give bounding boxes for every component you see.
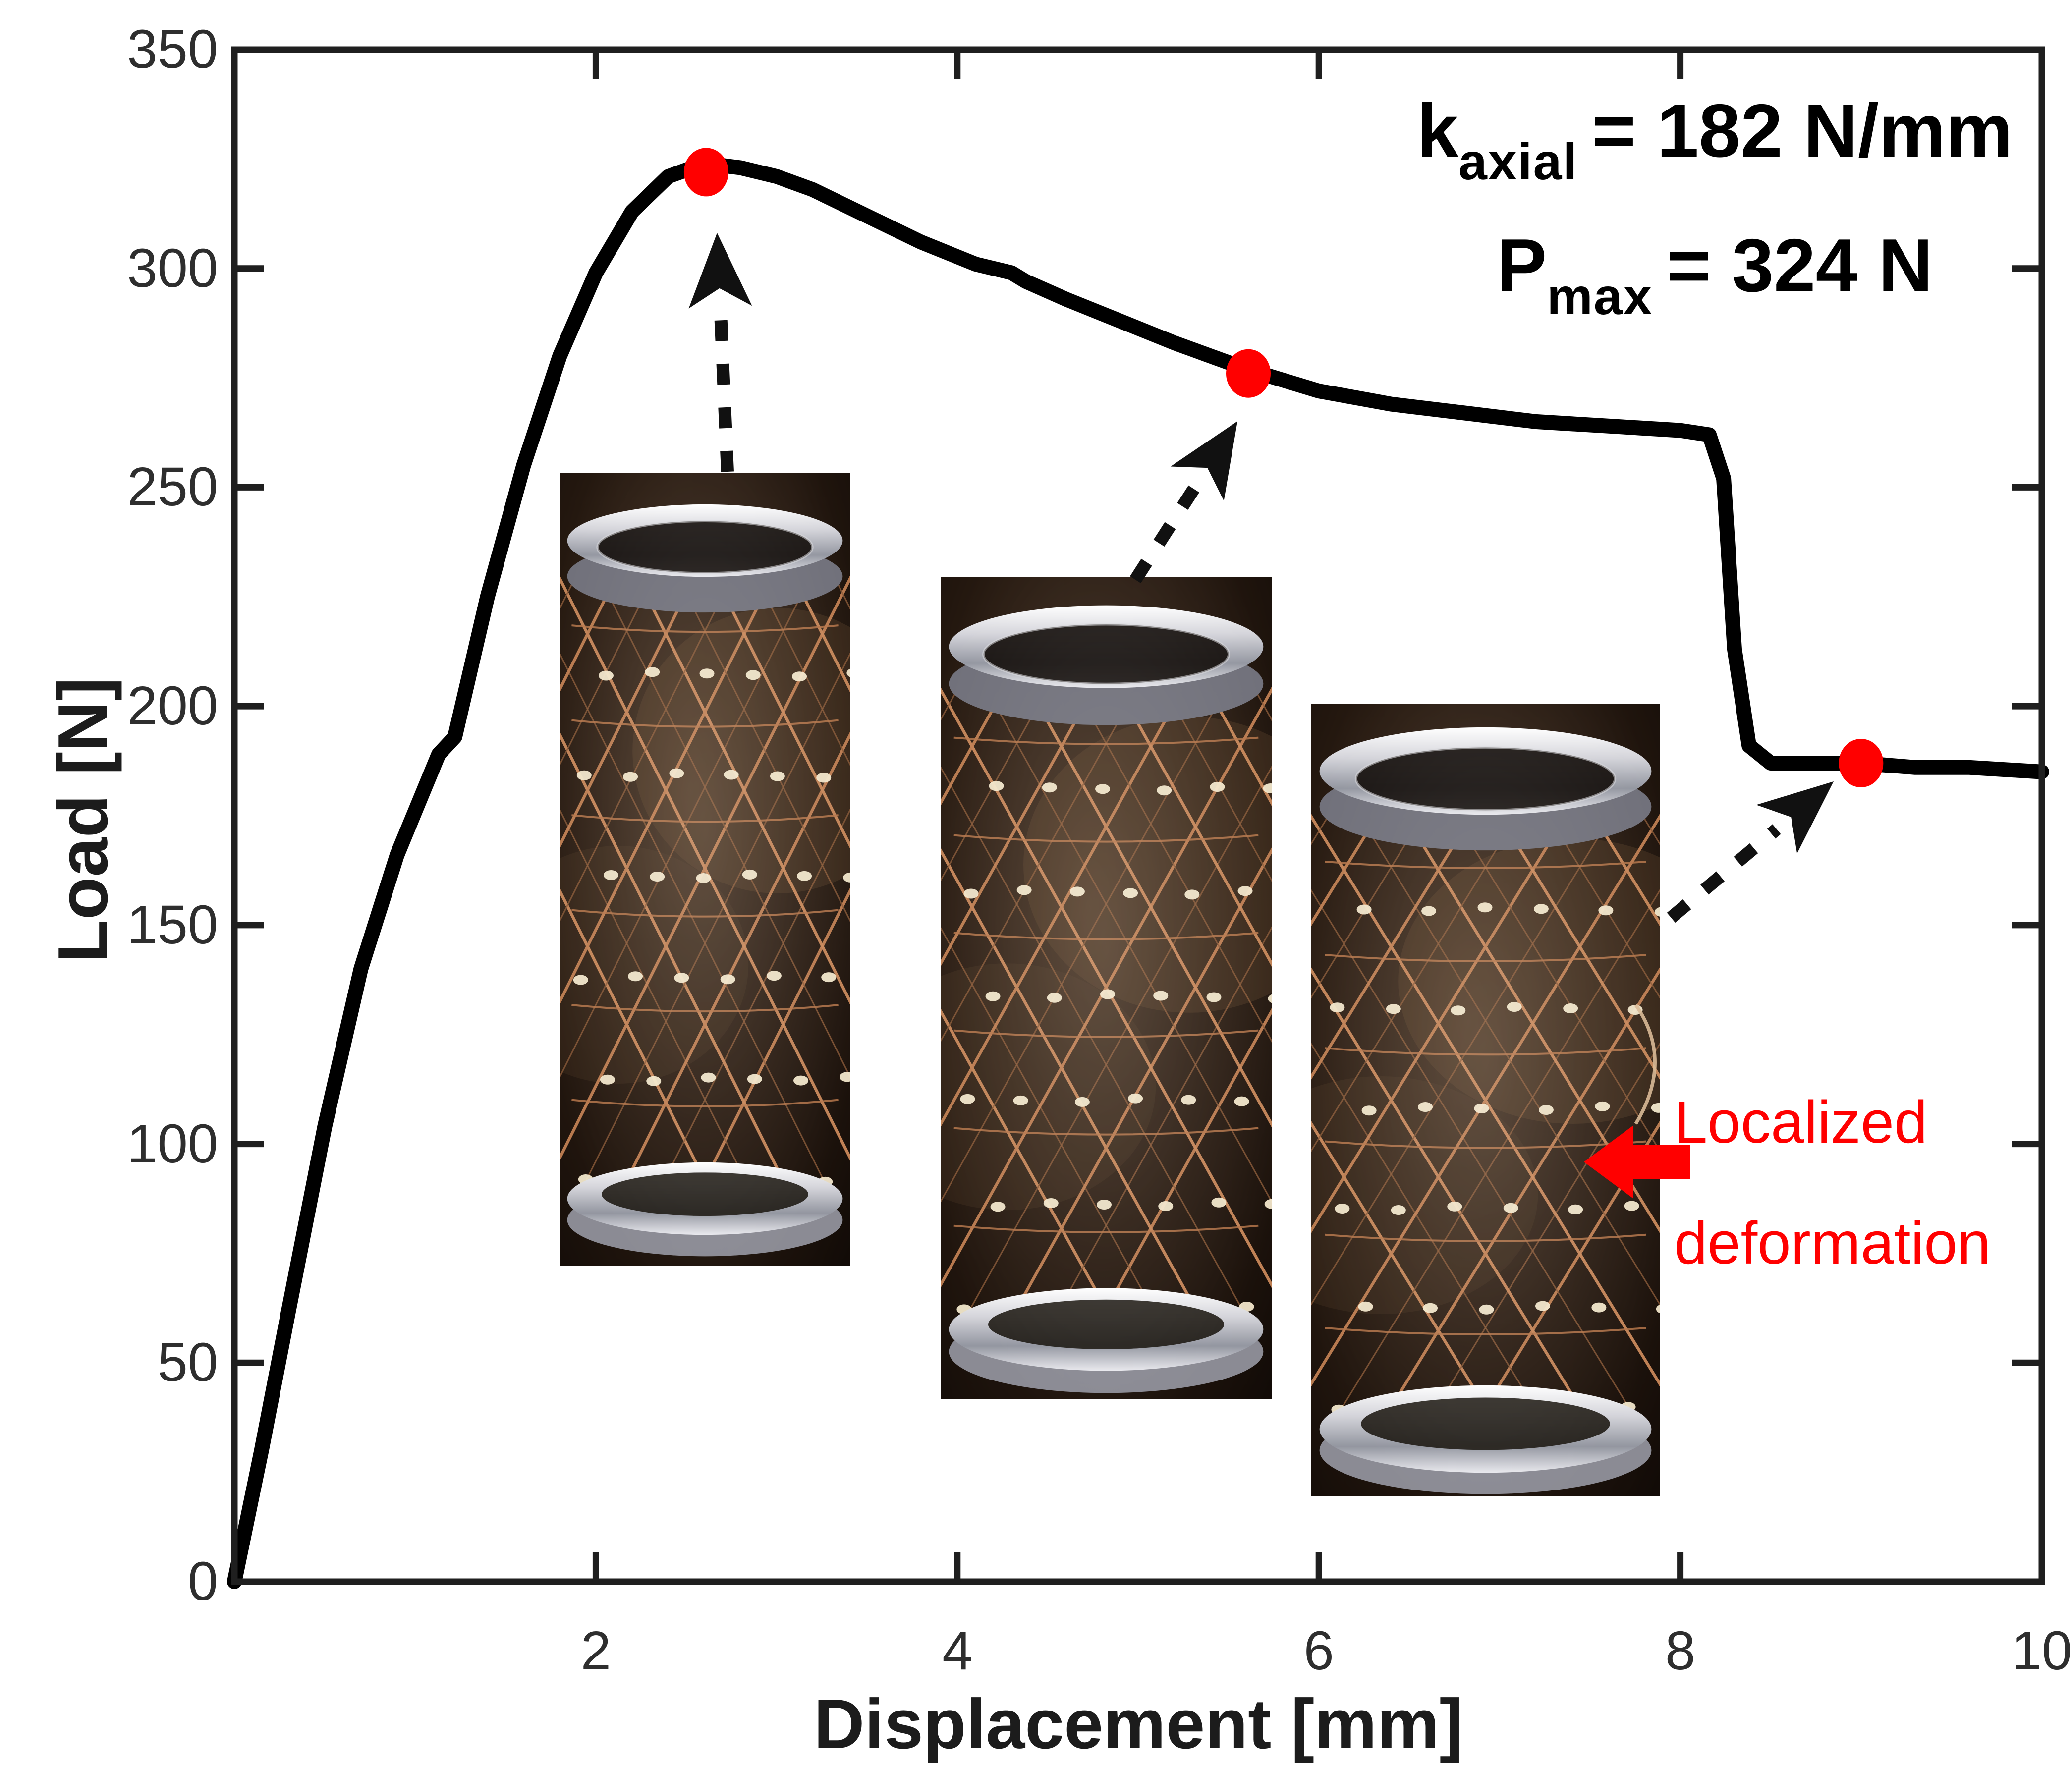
- x-tick-label: 4: [942, 1620, 973, 1681]
- x-axis-label: Displacement [mm]: [814, 1685, 1463, 1764]
- k-subscript: axial: [1458, 133, 1578, 191]
- arrow-to-plateau-marker-head: [1756, 781, 1834, 854]
- specimen-photo-2: [941, 577, 1272, 1399]
- specimen-photo-3: [1311, 704, 1660, 1496]
- x-tick-label: 6: [1303, 1620, 1334, 1681]
- p-value: = 324 N: [1667, 223, 1933, 308]
- callout-line-2: deformation: [1674, 1209, 1991, 1276]
- specimen-photo-1: [560, 473, 850, 1266]
- specimen-photo-1-svg: [560, 473, 850, 1266]
- arrow-to-plateau-marker: [1667, 824, 1781, 923]
- plot-frame: [231, 46, 2045, 1585]
- y-tick-label: 250: [127, 456, 218, 518]
- x-tick-label: 2: [580, 1620, 611, 1681]
- arrow-to-softening-marker: [1130, 480, 1203, 584]
- photo-content: [941, 577, 1272, 1399]
- snapshot-markers: [1839, 739, 1884, 787]
- x-tick-label: 8: [1665, 1620, 1696, 1681]
- y-tick-label: 150: [127, 894, 218, 955]
- localized-deformation-callout: Localized deformation: [1674, 1061, 1991, 1303]
- y-tick-label: 350: [127, 19, 218, 80]
- y-axis-label: Load [N]: [44, 677, 122, 963]
- arrow-to-softening-marker-head: [1170, 421, 1237, 501]
- photo-content: [1311, 704, 1660, 1496]
- k-symbol: k: [1416, 89, 1459, 173]
- y-tick-label: 300: [127, 237, 218, 299]
- arrow-to-peak-marker: [714, 307, 734, 472]
- specimen-photo-3-svg: [1311, 704, 1660, 1496]
- p-max-annotation: Pmax = 324 N: [1393, 198, 2037, 333]
- p-symbol: P: [1496, 223, 1547, 308]
- y-tick-label: 200: [127, 675, 218, 737]
- p-subscript: max: [1547, 268, 1653, 326]
- snapshot-markers: [1226, 349, 1271, 398]
- k-value: = 182 N/mm: [1592, 89, 2013, 173]
- specimen-photo-2-svg: [941, 577, 1272, 1399]
- snapshot-markers: [683, 148, 728, 197]
- photo-content: [560, 473, 850, 1266]
- k-axial-annotation: kaxial = 182 N/mm: [1393, 63, 2037, 198]
- arrow-to-peak-marker-head: [688, 233, 752, 309]
- curve-load-displacement-curve: [227, 156, 2049, 1589]
- stiffness-annotation: kaxial = 182 N/mm Pmax = 324 N: [1393, 63, 2037, 333]
- y-tick-label: 50: [157, 1332, 218, 1393]
- y-tick-label: 0: [187, 1551, 218, 1612]
- x-tick-label: 10: [2011, 1620, 2072, 1681]
- callout-line-1: Localized: [1674, 1088, 1928, 1156]
- y-tick-label: 100: [127, 1113, 218, 1174]
- localized-deformation-arrow: [1584, 1125, 1690, 1199]
